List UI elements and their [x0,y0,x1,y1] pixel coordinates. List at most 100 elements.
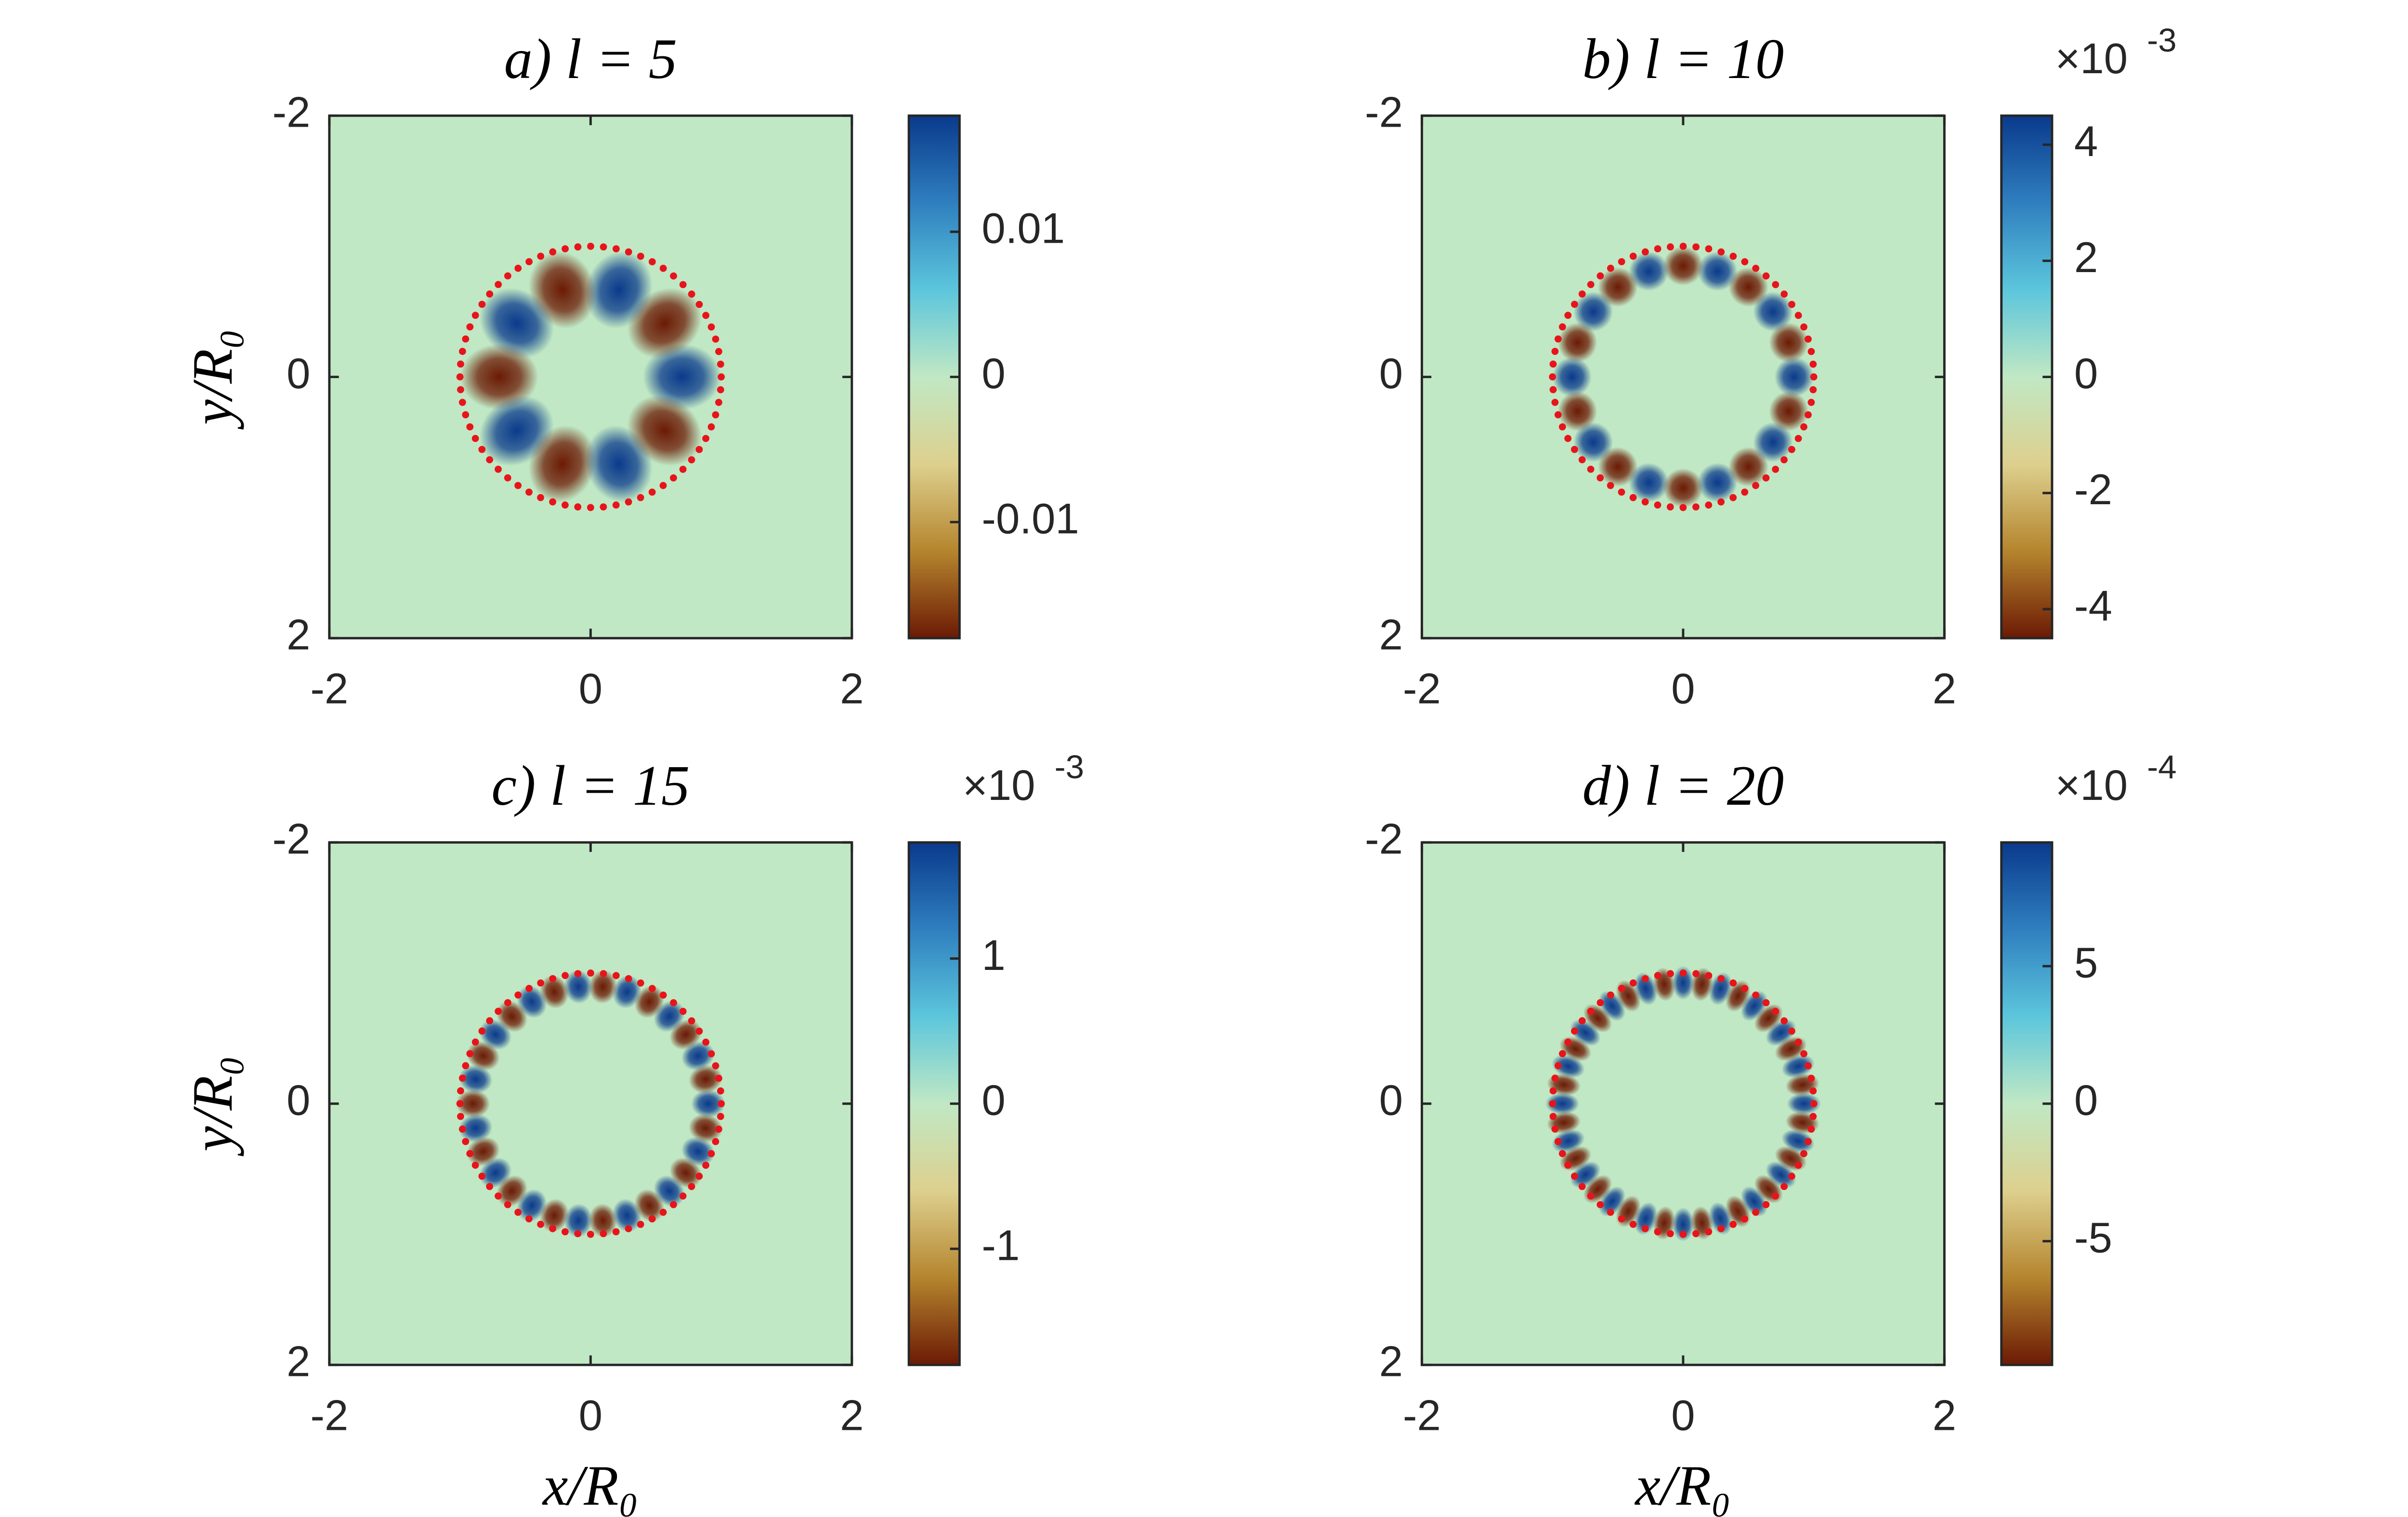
lobe [458,1065,493,1094]
lobe [1629,463,1669,502]
lobe [564,1203,593,1238]
heatmap-background [1422,842,1945,1365]
panel-title: c) l = 15 [491,754,690,817]
lobe [460,344,538,410]
lobe [564,969,593,1004]
panel-title: a) l = 5 [504,27,677,91]
lobe [1753,422,1793,462]
heatmap-background [329,842,852,1365]
lobe [1753,291,1793,332]
heatmap-field [1552,246,1814,508]
colorbar-tick-label: -2 [2074,466,2112,513]
colorbar-tick-label: 1 [982,931,1005,979]
lobe [1787,1093,1821,1115]
lobe [1663,468,1703,508]
x-tick-label: 0 [1671,665,1695,712]
lobe [1573,422,1613,462]
heatmap-field [460,251,721,503]
lobe [691,1089,725,1118]
lobe [517,1189,547,1222]
x-tick-label: 2 [840,1391,864,1439]
ring [1549,243,1818,511]
y-axis-label: y/R₀ [181,1056,244,1156]
colorbar-tick-label: 0.01 [982,205,1065,252]
lobe [634,985,665,1019]
colorbar-tick-label: -0.01 [982,495,1079,542]
y-tick-label: 2 [1379,1338,1403,1386]
y-tick-label: 2 [1379,611,1403,659]
x-tick-label: -2 [1403,665,1441,712]
lobe [612,1199,641,1232]
y-axis-label: y/R₀ [181,329,244,430]
lobe [1629,251,1669,291]
panel-title: d) l = 20 [1583,754,1784,817]
lobe [1545,1093,1580,1115]
lobe [1769,391,1808,432]
lobe [1728,267,1768,307]
lobe [589,1203,617,1238]
lobe [1728,447,1768,487]
lobe [1557,391,1597,432]
lobe [528,425,596,503]
lobe [642,344,721,410]
x-tick-label: 0 [1671,1391,1695,1439]
lobe [458,1113,493,1143]
lobe [466,1041,500,1071]
lobe [585,251,653,329]
colorbar-tick-label: 0 [982,350,1005,397]
ring [456,969,725,1238]
ring [456,243,725,511]
panel-title: b) l = 10 [1583,27,1784,91]
heatmap-background [329,116,852,639]
colorbar-scale-base: ×10 [963,761,1035,809]
colorbar-tick-label: 4 [2074,118,2098,165]
colorbar-tick-label: 5 [2074,939,2098,987]
lobe [479,1019,512,1050]
colorbar-scale-base: ×10 [2055,761,2128,809]
y-tick-label: -2 [272,815,310,863]
y-tick-label: 2 [287,1338,310,1386]
x-axis-label: x/R₀ [1634,1454,1731,1517]
lobe [1781,1129,1815,1153]
x-tick-label: -2 [310,665,348,712]
lobe [1769,322,1808,363]
y-tick-label: 0 [1379,350,1403,397]
lobe [539,975,569,1009]
x-axis-label: x/R₀ [542,1454,639,1517]
lobe [689,1065,723,1094]
colorbar-tick-label: -5 [2074,1214,2112,1262]
lobe [627,395,702,466]
lobe [1672,966,1694,1000]
ring [1549,969,1818,1238]
y-tick-label: -2 [272,89,310,136]
colorbar-tick-label: -4 [2074,582,2112,629]
colorbar-scale-exponent: -3 [1055,748,1084,785]
lobe [1634,1202,1658,1235]
heatmap-field [456,969,725,1238]
colorbar-tick-label: 2 [2074,234,2098,281]
colorbar-scale-base: ×10 [2055,35,2128,82]
lobe [1697,251,1738,291]
colorbar-scale-exponent: -4 [2147,748,2176,785]
colorbar-scale-exponent: -3 [2147,21,2176,59]
lobe [1774,357,1814,397]
y-tick-label: 0 [287,1076,310,1124]
lobe [612,975,641,1009]
lobe [1552,357,1592,397]
x-tick-label: -2 [310,1391,348,1439]
colorbar-tick-label: -1 [982,1222,1020,1269]
lobe [669,1157,702,1188]
x-tick-label: 2 [1933,1391,1956,1439]
heatmap-background [1422,116,1945,639]
lobe [1573,291,1613,332]
x-tick-label: 0 [579,1391,602,1439]
lobe [1672,1207,1694,1242]
lobe [1598,447,1638,487]
colorbar-tick-label: 0 [2074,1076,2098,1124]
lobe [466,1137,500,1166]
lobe [1557,322,1597,363]
lobe [1551,1055,1585,1078]
lobe [1709,972,1732,1006]
lobe [1598,267,1638,307]
